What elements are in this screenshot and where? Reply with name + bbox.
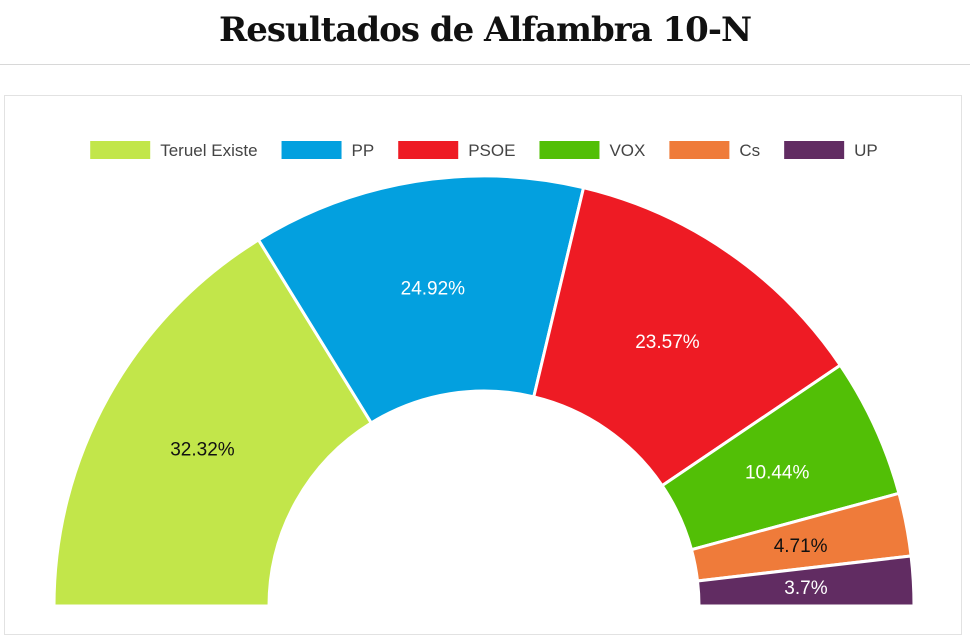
legend-label-teruel-existe: Teruel Existe xyxy=(160,141,257,160)
legend-item-teruel-existe[interactable]: Teruel Existe xyxy=(90,141,258,160)
data-label-up: 3.7% xyxy=(784,578,827,599)
slice-psoe[interactable] xyxy=(531,185,843,488)
slice-pp[interactable] xyxy=(256,174,586,425)
legend-label-vox: VOX xyxy=(609,141,645,160)
legend-swatch-teruel-existe xyxy=(90,141,151,159)
data-label-psoe: 23.57% xyxy=(635,332,700,353)
legend-item-up[interactable]: UP xyxy=(784,141,878,160)
legend-item-psoe[interactable]: PSOE xyxy=(398,141,515,160)
slice-up[interactable] xyxy=(695,554,916,608)
chart-legend: Teruel Existe PP PSOE VOX Cs UP xyxy=(90,141,878,160)
chart-container: Teruel Existe PP PSOE VOX Cs UP 32.32% 24.92% 2… xyxy=(4,95,962,635)
data-label-pp: 24.92% xyxy=(401,279,466,300)
title-divider xyxy=(0,64,970,65)
slice-teruel-existe[interactable] xyxy=(52,237,374,608)
data-label-vox: 10.44% xyxy=(745,463,810,484)
legend-label-cs: Cs xyxy=(739,141,760,160)
page-title: Resultados de Alfambra 10-N xyxy=(218,10,752,50)
legend-swatch-cs xyxy=(669,141,730,159)
legend-swatch-vox xyxy=(539,141,600,159)
legend-label-up: UP xyxy=(854,141,878,160)
legend-swatch-pp xyxy=(281,141,342,159)
chart-slices xyxy=(52,174,916,608)
chart-data-labels: 32.32% 24.92% 23.57% 10.44% 4.71% 3.7% xyxy=(170,279,827,600)
data-label-teruel-existe: 32.32% xyxy=(170,440,235,461)
legend-item-pp[interactable]: PP xyxy=(281,141,375,160)
legend-label-psoe: PSOE xyxy=(468,141,515,160)
semicircle-donut-chart: Teruel Existe PP PSOE VOX Cs UP 32.32% 24.92% 2… xyxy=(52,141,916,608)
legend-item-cs[interactable]: Cs xyxy=(669,141,760,160)
legend-label-pp: PP xyxy=(352,141,375,160)
legend-swatch-up xyxy=(784,141,845,159)
data-label-cs: 4.71% xyxy=(774,536,828,557)
legend-item-vox[interactable]: VOX xyxy=(539,141,645,160)
legend-swatch-psoe xyxy=(398,141,459,159)
